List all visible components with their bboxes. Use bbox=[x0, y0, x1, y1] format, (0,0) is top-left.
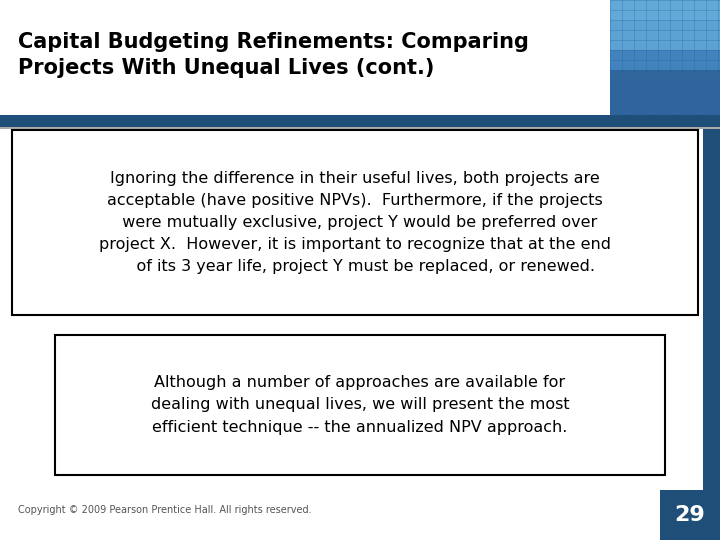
Text: Capital Budgeting Refinements: Comparing
Projects With Unequal Lives (cont.): Capital Budgeting Refinements: Comparing… bbox=[18, 32, 529, 78]
Text: Although a number of approaches are available for
dealing with unequal lives, we: Although a number of approaches are avai… bbox=[150, 375, 570, 435]
Text: Copyright © 2009 Pearson Prentice Hall. All rights reserved.: Copyright © 2009 Pearson Prentice Hall. … bbox=[18, 505, 312, 515]
Bar bbox=[12, 130, 698, 315]
Text: 29: 29 bbox=[675, 505, 706, 525]
Bar bbox=[610, 20, 720, 80]
Bar bbox=[610, 70, 720, 115]
Bar bbox=[610, 50, 720, 115]
Text: Ignoring the difference in their useful lives, both projects are
acceptable (hav: Ignoring the difference in their useful … bbox=[99, 171, 611, 274]
Bar bbox=[610, 0, 720, 115]
Bar bbox=[0, 127, 720, 129]
Bar bbox=[660, 490, 720, 540]
Bar bbox=[703, 127, 720, 540]
Bar bbox=[0, 115, 720, 127]
Bar bbox=[610, 0, 720, 50]
Bar bbox=[55, 335, 665, 475]
